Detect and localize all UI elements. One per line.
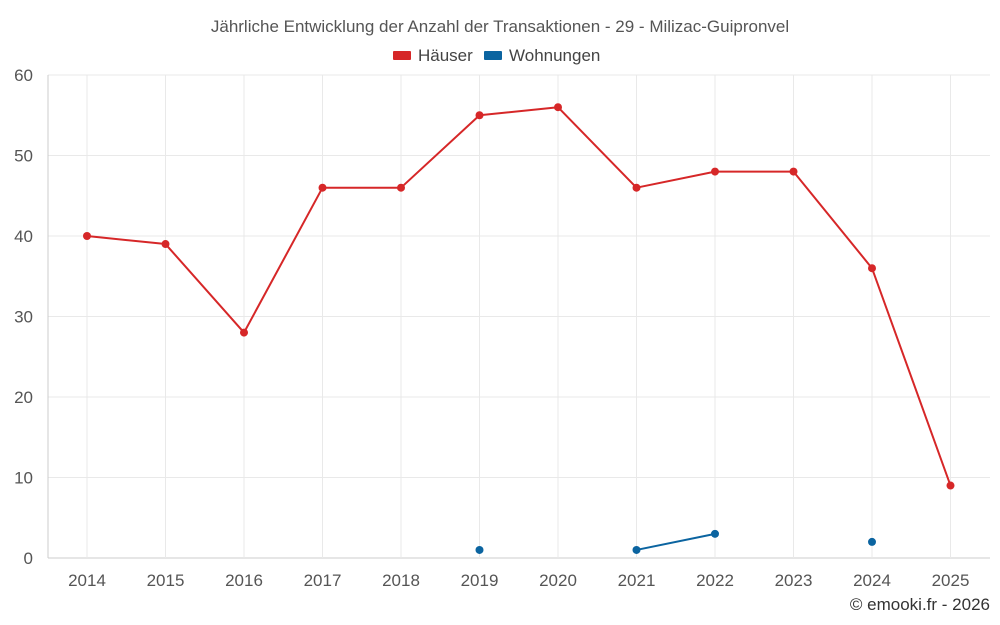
x-tick-label: 2025 bbox=[932, 571, 970, 590]
data-point bbox=[632, 545, 641, 554]
y-tick-label: 10 bbox=[14, 469, 33, 488]
data-point bbox=[475, 545, 484, 554]
data-point bbox=[789, 167, 798, 176]
data-point bbox=[397, 183, 405, 192]
x-tick-label: 2021 bbox=[618, 571, 656, 590]
data-point bbox=[868, 537, 876, 546]
data-point bbox=[632, 183, 641, 192]
series-layer bbox=[83, 103, 955, 554]
x-tick-label: 2016 bbox=[225, 571, 263, 590]
data-point bbox=[240, 328, 248, 337]
legend-label: Wohnungen bbox=[509, 46, 600, 65]
data-point bbox=[711, 529, 719, 538]
series-line bbox=[86, 106, 952, 486]
credit-text: © emooki.fr - 2026 bbox=[850, 595, 990, 614]
y-tick-label: 60 bbox=[14, 66, 33, 85]
y-tick-label: 30 bbox=[14, 308, 33, 327]
x-tick-label: 2017 bbox=[304, 571, 342, 590]
x-tick-label: 2022 bbox=[696, 571, 734, 590]
x-tick-label: 2024 bbox=[853, 571, 891, 590]
data-point bbox=[83, 232, 91, 240]
x-tick-label: 2014 bbox=[68, 571, 106, 590]
data-point bbox=[554, 103, 562, 112]
data-point bbox=[946, 481, 955, 490]
series-line bbox=[636, 532, 716, 551]
y-tick-label: 0 bbox=[24, 549, 33, 568]
series-0 bbox=[83, 103, 955, 490]
series-1 bbox=[475, 529, 876, 554]
data-point bbox=[711, 167, 719, 176]
x-tick-label: 2023 bbox=[775, 571, 813, 590]
data-point bbox=[868, 264, 876, 273]
y-tick-label: 50 bbox=[14, 147, 33, 166]
x-tick-label: 2020 bbox=[539, 571, 577, 590]
chart-title: Jährliche Entwicklung der Anzahl der Tra… bbox=[211, 17, 789, 36]
x-tick-label: 2015 bbox=[147, 571, 185, 590]
data-point bbox=[161, 240, 170, 249]
grid-lines bbox=[48, 74, 990, 559]
legend-swatch bbox=[484, 51, 502, 60]
y-tick-label: 20 bbox=[14, 388, 33, 407]
legend-swatch bbox=[393, 51, 411, 60]
legend-label: Häuser bbox=[418, 46, 473, 65]
data-point bbox=[475, 111, 484, 120]
data-point bbox=[318, 183, 327, 192]
axes: 0 10 20 30 40 50 60 2014 2015 2016 2017 2018 2019 202… bbox=[14, 66, 969, 590]
y-tick-label: 40 bbox=[14, 227, 33, 246]
x-tick-label: 2018 bbox=[382, 571, 420, 590]
legend: Häuser Wohnungen bbox=[393, 46, 600, 65]
x-tick-label: 2019 bbox=[461, 571, 499, 590]
